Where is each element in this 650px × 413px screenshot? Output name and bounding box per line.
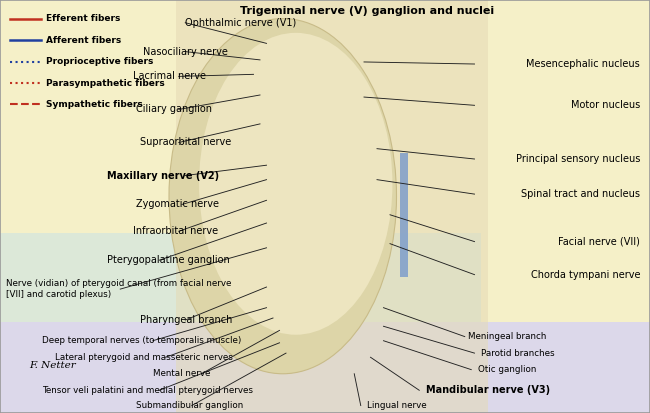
- Text: Nerve (vidian) of pterygoid canal (from facial nerve
[VII] and carotid plexus): Nerve (vidian) of pterygoid canal (from …: [6, 280, 232, 299]
- Bar: [0, 233, 481, 413]
- Bar: [176, 0, 488, 413]
- Text: Principal sensory nucleus: Principal sensory nucleus: [516, 154, 640, 164]
- Text: Maxillary nerve (V2): Maxillary nerve (V2): [107, 171, 220, 180]
- Text: Ciliary ganglion: Ciliary ganglion: [136, 104, 213, 114]
- Text: Mandibular nerve (V3): Mandibular nerve (V3): [426, 385, 550, 395]
- Text: Deep temporal nerves (to temporalis muscle): Deep temporal nerves (to temporalis musc…: [42, 336, 242, 345]
- Text: Pharyngeal branch: Pharyngeal branch: [140, 315, 232, 325]
- Text: Lingual nerve: Lingual nerve: [367, 401, 427, 410]
- Text: Proprioceptive fibers: Proprioceptive fibers: [46, 57, 153, 66]
- Text: Efferent fibers: Efferent fibers: [46, 14, 120, 23]
- Text: Supraorbital nerve: Supraorbital nerve: [140, 138, 231, 147]
- Text: Afferent fibers: Afferent fibers: [46, 36, 122, 45]
- Text: Parotid branches: Parotid branches: [481, 349, 554, 358]
- Text: Spinal tract and nucleus: Spinal tract and nucleus: [521, 189, 640, 199]
- Text: Submandibular ganglion: Submandibular ganglion: [136, 401, 244, 410]
- Text: F. Netter: F. Netter: [29, 361, 76, 370]
- Ellipse shape: [199, 33, 393, 335]
- Bar: [0, 322, 650, 413]
- Text: Nasociliary nerve: Nasociliary nerve: [143, 47, 228, 57]
- Ellipse shape: [169, 19, 396, 374]
- Text: Mesencephalic nucleus: Mesencephalic nucleus: [526, 59, 640, 69]
- Text: Tensor veli palatini and medial pterygoid nerves: Tensor veli palatini and medial pterygoi…: [42, 386, 254, 395]
- Text: Facial nerve (VII): Facial nerve (VII): [558, 237, 640, 247]
- Bar: [400, 153, 408, 277]
- Text: Mental nerve: Mental nerve: [153, 369, 210, 378]
- Text: Otic ganglion: Otic ganglion: [478, 365, 536, 374]
- Text: Pterygopalatine ganglion: Pterygopalatine ganglion: [107, 255, 230, 265]
- Text: Lacrimal nerve: Lacrimal nerve: [133, 71, 206, 81]
- Text: Motor nucleus: Motor nucleus: [571, 100, 640, 110]
- Text: Lateral pterygoid and masseteric nerves: Lateral pterygoid and masseteric nerves: [55, 353, 233, 362]
- Text: Parasympathetic fibers: Parasympathetic fibers: [46, 78, 165, 88]
- Text: Infraorbital nerve: Infraorbital nerve: [133, 226, 218, 236]
- Text: Zygomatic nerve: Zygomatic nerve: [136, 199, 220, 209]
- Text: Trigeminal nerve (V) ganglion and nuclei: Trigeminal nerve (V) ganglion and nuclei: [240, 6, 494, 16]
- Text: Sympathetic fibers: Sympathetic fibers: [46, 100, 143, 109]
- Text: Meningeal branch: Meningeal branch: [468, 332, 547, 341]
- Text: Ophthalmic nerve (V1): Ophthalmic nerve (V1): [185, 18, 296, 28]
- Text: Chorda tympani nerve: Chorda tympani nerve: [531, 270, 640, 280]
